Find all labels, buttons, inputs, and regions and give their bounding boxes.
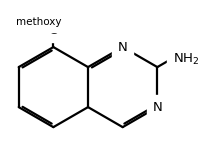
Text: NH$_2$: NH$_2$ — [172, 52, 198, 67]
Text: N: N — [117, 41, 127, 54]
Text: O: O — [48, 24, 58, 37]
Text: N: N — [152, 101, 161, 114]
Text: methoxy: methoxy — [16, 17, 61, 27]
